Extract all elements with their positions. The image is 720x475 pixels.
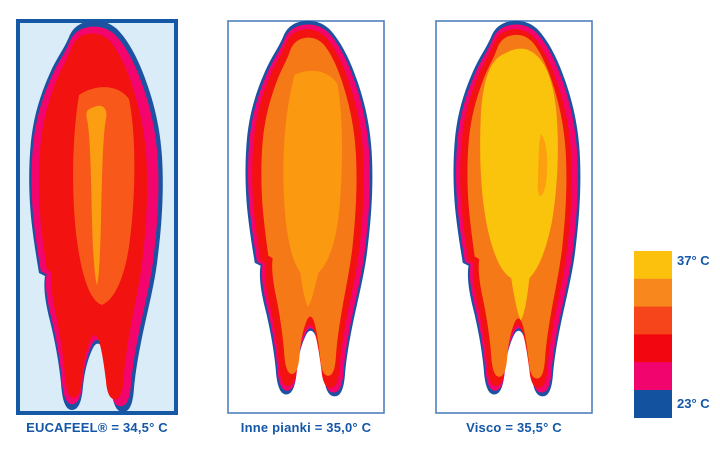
- temperature-colorbar: [634, 251, 672, 418]
- colorbar-step-red: [634, 334, 672, 363]
- colorbar-step-orange: [634, 278, 672, 308]
- body-thermogram: [29, 20, 163, 412]
- colorbar-step-magenta: [634, 362, 672, 391]
- heat-accent-orange-streak: [537, 134, 548, 196]
- panel-caption-eucafeel: EUCAFEEL® = 34,5° C: [26, 420, 168, 435]
- colorbar-step-23c: [634, 390, 672, 418]
- thermogram-panel-inne-pianki: [227, 20, 385, 414]
- panel-caption-visco: Visco = 35,5° C: [466, 420, 562, 435]
- thermogram-panel-visco: [435, 20, 593, 414]
- colorbar-min-label: 23° C: [677, 396, 710, 411]
- colorbar-step-orangered: [634, 306, 672, 335]
- thermogram-panel-eucafeel: [16, 19, 178, 415]
- colorbar-step-37c: [634, 251, 672, 280]
- heat-layer-center-lightorange: [283, 70, 342, 308]
- body-thermogram: [453, 20, 581, 397]
- panel-caption-inne-pianki: Inne pianki = 35,0° C: [240, 420, 372, 435]
- body-thermogram: [245, 20, 373, 397]
- heat-layer-torso-orangered: [73, 87, 135, 305]
- colorbar-max-label: 37° C: [677, 253, 710, 268]
- heat-layer-spine-orange: [86, 105, 107, 286]
- heat-layer-center-yellow: [480, 48, 558, 321]
